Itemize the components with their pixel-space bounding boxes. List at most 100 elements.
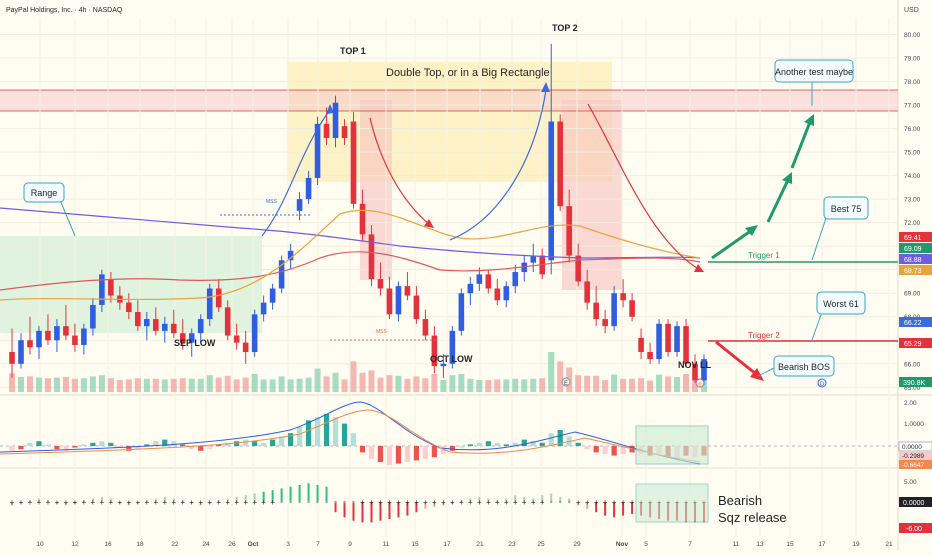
x-tick-label: Nov [616, 541, 629, 548]
candle-body [422, 319, 429, 336]
macd-histogram-bar [557, 430, 563, 446]
sqz-dot: + [459, 498, 464, 507]
sqz-dot: + [118, 498, 123, 507]
volume-bar [143, 378, 150, 392]
projection-arrow-2 [766, 179, 790, 223]
sqz-dot [325, 500, 328, 504]
volume-bar [665, 376, 672, 392]
bearish-bos-arrow-head [750, 368, 764, 381]
candle-body [215, 288, 222, 308]
candle-body [54, 326, 60, 341]
volume-bar [548, 352, 555, 392]
ma-mid-line [0, 251, 701, 291]
sqz-dot [280, 500, 283, 504]
macd-histogram-bar [314, 417, 321, 446]
macd-tag-zero-text: 0.0000 [902, 444, 922, 451]
range-callout-text: Range [31, 188, 58, 198]
worst-callout [816, 291, 866, 315]
macd-histogram-bar [99, 441, 105, 446]
volume-bar [692, 378, 699, 392]
volume-bar [296, 378, 303, 392]
rally-arrow-2-head [541, 82, 550, 92]
candle-body [350, 121, 357, 204]
oct-low-label: OCT LOW [430, 354, 473, 364]
flag-marker[interactable] [695, 378, 705, 388]
candle-body [557, 121, 564, 207]
sqz-dot: + [10, 498, 15, 507]
candle-body [27, 340, 33, 348]
candle-body [135, 312, 141, 327]
macd-histogram-bar [449, 446, 455, 451]
sqz-dot: + [630, 498, 635, 507]
sqz-dot: + [37, 498, 42, 507]
volume-bar [134, 378, 141, 392]
macd-histogram-bar [72, 446, 78, 448]
sqz-dot: + [153, 498, 158, 507]
y-tick-label: 73.00 [904, 197, 921, 204]
candle-body [395, 286, 402, 315]
candle-body [512, 272, 519, 287]
drop-arrow-2-head [694, 264, 704, 272]
volume-bar [17, 377, 24, 392]
candle-body [683, 326, 689, 364]
candle-body [305, 177, 312, 200]
macd-histogram-bar [431, 446, 437, 458]
volume-bar [656, 374, 663, 392]
x-tick-label: 7 [316, 541, 320, 548]
nov-ll-label: NOV LL [678, 360, 712, 370]
macd-highlight-box [635, 425, 709, 465]
volume-bar [584, 375, 591, 392]
sqz-dot: + [207, 498, 212, 507]
candle-body [233, 335, 240, 343]
volume-bar [125, 379, 132, 392]
volume-bar [287, 379, 294, 392]
macd-histogram-bar [512, 442, 518, 446]
macd-tag-a-text: -0.2989 [902, 453, 924, 460]
x-tick-label: 17 [818, 541, 826, 548]
currency-label: USD [904, 7, 919, 14]
sqz-dot: + [477, 498, 482, 507]
dividend-marker[interactable] [817, 378, 827, 388]
sqz-dot: + [270, 498, 275, 507]
earnings-marker-1[interactable] [561, 377, 571, 387]
candle-body [602, 319, 608, 327]
macd-histogram-bar [117, 446, 123, 448]
volume-bar [314, 368, 321, 392]
tag-volume-text: 390.8K [903, 380, 926, 387]
candle-body [81, 328, 87, 345]
volume-bar [242, 377, 249, 392]
macd-histogram-bar [171, 441, 177, 446]
macd-histogram-bar [476, 442, 482, 446]
sqz-dot: + [432, 498, 437, 507]
projection-arrow-1 [711, 228, 753, 260]
volume-bar [413, 376, 420, 392]
macd-histogram-bar [521, 439, 527, 446]
sqz-dot [343, 500, 346, 504]
candle-body [503, 286, 510, 301]
sqz-dot: + [513, 498, 518, 507]
sqz-dot: + [468, 498, 473, 507]
sqz-dot: + [144, 498, 149, 507]
tag-68-73-text: 68.73 [904, 268, 922, 275]
y-tick-label: 80.00 [904, 32, 921, 39]
volume-bar [575, 375, 582, 392]
macd-histogram-bar [296, 426, 303, 446]
candle-body [458, 293, 465, 331]
worst-text: Worst 61 [823, 299, 859, 309]
double-top-label: Double Top, or in a Big Rectangle [386, 67, 550, 79]
candle-body [45, 330, 51, 341]
candle-body [179, 333, 186, 343]
sqz-dot: + [396, 498, 401, 507]
candle-body [188, 333, 195, 343]
candle-body [485, 274, 492, 289]
bearish-bos-text: Bearish BOS [778, 362, 830, 372]
macd-histogram-bar [270, 439, 276, 446]
macd-histogram-bar [63, 446, 69, 451]
macd-tag-a [899, 451, 932, 460]
volume-bar [170, 378, 177, 392]
y-tick-label: 78.00 [904, 79, 921, 86]
sqz-dot: + [414, 498, 419, 507]
volume-bar [620, 378, 627, 392]
volume-bar [98, 375, 105, 392]
